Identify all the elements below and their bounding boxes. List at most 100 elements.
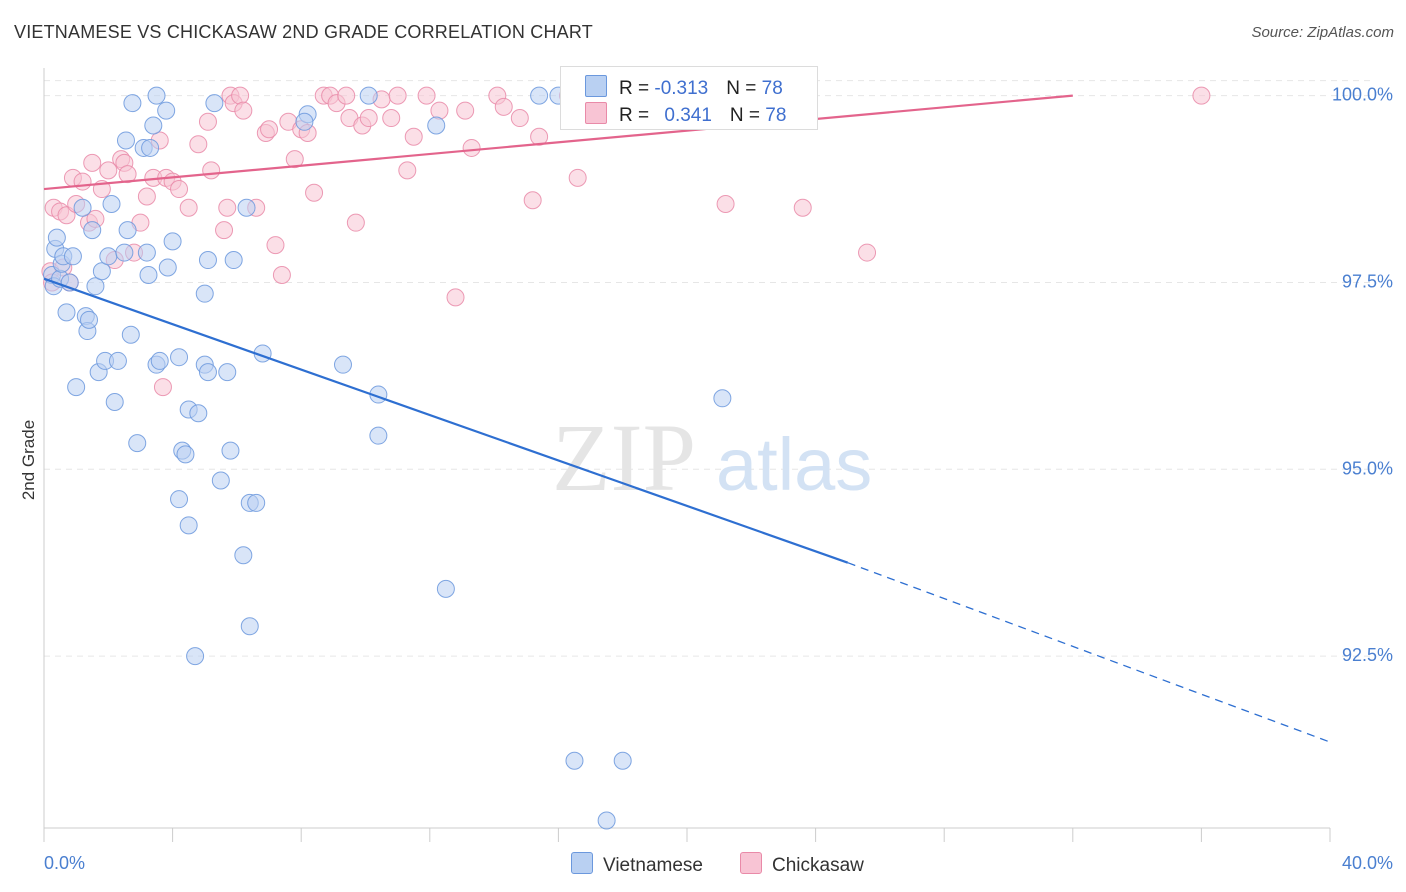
legend-item-chickasaw: Chickasaw (740, 852, 864, 877)
vietnamese-point (158, 258, 177, 277)
chickasaw-point (523, 191, 542, 210)
vietnamese-point (224, 251, 243, 270)
chart-title: VIETNAMESE VS CHICKASAW 2ND GRADE CORREL… (14, 22, 593, 42)
vietnamese-point (150, 351, 169, 370)
chickasaw-point (153, 378, 172, 397)
vietnamese-point (427, 116, 446, 135)
vietnamese-point (67, 378, 86, 397)
vietnamese-point (147, 86, 166, 105)
chickasaw-point (83, 153, 102, 172)
chickasaw-point (118, 165, 137, 184)
stats-legend: R = -0.313 N = 78 R = 0.341 N = 78 (560, 66, 818, 130)
trend-lines (43, 94, 1331, 743)
vietnamese-point (118, 221, 137, 240)
chickasaw-points (41, 86, 1211, 397)
vietnamese-point (176, 445, 195, 464)
chickasaw-point (198, 112, 217, 131)
chickasaw-point (430, 101, 449, 120)
chickasaw-point (510, 109, 529, 128)
chickasaw-legend-label: Chickasaw (772, 855, 864, 876)
vietnamese-point (195, 284, 214, 303)
y-tick-label: 100.0% (1332, 85, 1393, 105)
chickasaw-point (462, 138, 481, 157)
chickasaw-point (793, 198, 812, 217)
vietnamese-point (221, 441, 240, 460)
vietnamese-point (102, 194, 121, 213)
vietnamese-point (205, 94, 224, 113)
vietnamese-point (247, 493, 266, 512)
chickasaw-point (858, 243, 877, 262)
vietnamese-point (116, 131, 135, 150)
vietnamese-point (157, 101, 176, 120)
chickasaw-point (337, 86, 356, 105)
chickasaw-point (716, 194, 735, 213)
chickasaw-point (137, 187, 156, 206)
chickasaw-point (456, 101, 475, 120)
vietnamese-point (613, 751, 632, 770)
vietnamese-point (163, 232, 182, 251)
vietnamese-point (189, 404, 208, 423)
vietnamese-point (123, 94, 142, 113)
vietnamese-point (198, 251, 217, 270)
chickasaw-point (189, 135, 208, 154)
source-label: Source: ZipAtlas.com (1251, 24, 1394, 41)
vietnamese-point (295, 112, 314, 131)
y-tick-label: 92.5% (1342, 645, 1393, 665)
watermark-zip: ZIP (552, 404, 696, 511)
chickasaw-point (446, 288, 465, 307)
vietnamese-point (121, 325, 140, 344)
vietnamese-point (218, 363, 237, 382)
vietnamese-point (73, 198, 92, 217)
chickasaw-point (382, 109, 401, 128)
vietnamese-point (211, 471, 230, 490)
vietnamese-trend-line (43, 277, 849, 564)
r-label: R = (619, 78, 655, 99)
chickasaw-point (417, 86, 436, 105)
vietnamese-point (333, 355, 352, 374)
chickasaw-legend-icon (740, 852, 762, 874)
vietnamese-point (240, 617, 259, 636)
chickasaw-point (266, 236, 285, 255)
chickasaw-point (170, 180, 189, 199)
vietnamese-point (105, 393, 124, 412)
n-label: N = (726, 78, 762, 99)
chickasaw-point (530, 127, 549, 146)
r-label: R = (619, 105, 655, 126)
chickasaw-point (73, 172, 92, 191)
vietnamese-point (115, 243, 134, 262)
chickasaw-point (305, 183, 324, 202)
vietnamese-point (63, 247, 82, 266)
x-tick-label: 0.0% (44, 853, 85, 873)
chickasaw-point (272, 265, 291, 284)
chickasaw-point (1192, 86, 1211, 105)
chickasaw-point (99, 161, 118, 180)
chickasaw-point (234, 101, 253, 120)
chickasaw-point (215, 221, 234, 240)
chickasaw-point (494, 97, 513, 116)
tick-labels: 92.5% 95.0% 97.5% 100.0% 0.0% 40.0% (44, 85, 1393, 873)
chickasaw-point (218, 198, 237, 217)
y-tick-label: 97.5% (1342, 271, 1393, 291)
vietnamese-point (530, 86, 549, 105)
vietnamese-point (86, 277, 105, 296)
chickasaw-point (202, 161, 221, 180)
n-value: 78 (765, 105, 787, 126)
vietnamese-point (565, 751, 584, 770)
chickasaw-point (404, 127, 423, 146)
vietnamese-point (141, 138, 160, 157)
vietnamese-point (170, 490, 189, 509)
vietnamese-point (359, 86, 378, 105)
vietnamese-point (92, 262, 111, 281)
r-value: 0.341 (664, 105, 712, 126)
chickasaw-point (260, 120, 279, 139)
chickasaw-point (398, 161, 417, 180)
chickasaw-point (568, 168, 587, 187)
chickasaw-swatch-icon (585, 102, 607, 124)
vietnamese-points (43, 86, 732, 830)
vietnamese-legend-icon (571, 852, 593, 874)
watermark-atlas: atlas (716, 423, 872, 506)
legend-row-vietnamese: R = -0.313 N = 78 (585, 75, 783, 99)
chickasaw-trend-line (43, 94, 1073, 191)
legend-row-chickasaw: R = 0.341 N = 78 (585, 102, 786, 126)
